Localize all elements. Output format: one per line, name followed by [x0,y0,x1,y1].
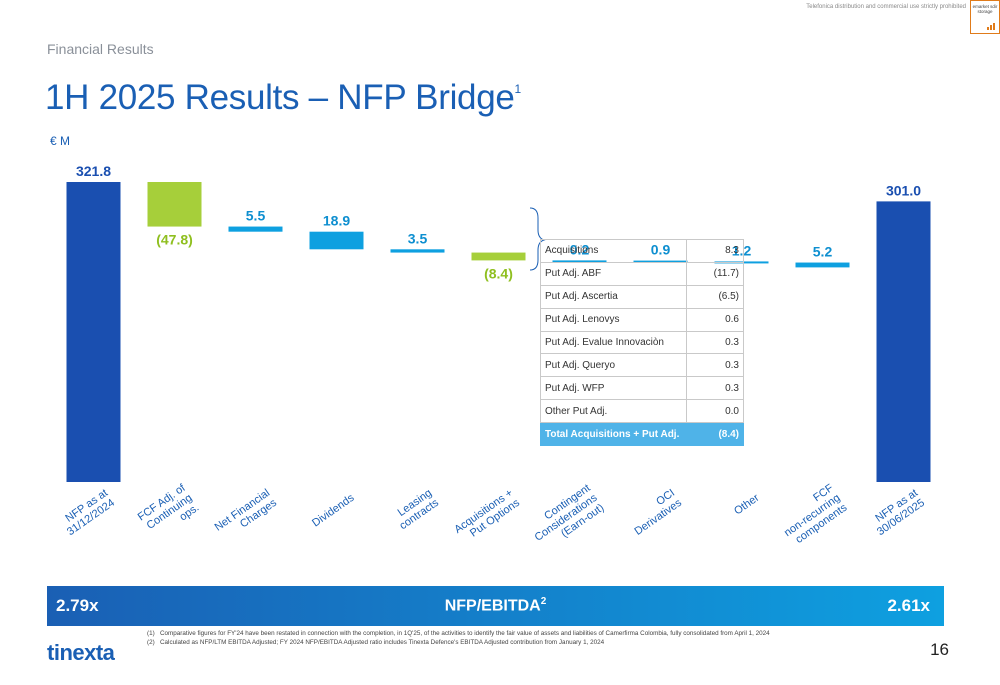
bar-5 [471,252,526,261]
data-label-1: (47.8) [156,232,193,248]
bar-0 [66,182,121,482]
footnote-text: Calculated as NFP/LTM EBITDA Adjusted; F… [160,639,605,646]
emarket-badge: emarket sdir storage [970,0,1000,34]
table-cell-label: Other Put Adj. [540,399,687,424]
table-cell-value: 0.3 [686,353,744,378]
ratio-right: 2.61x [887,596,930,615]
bar-9 [795,262,850,268]
table-cell-value: 0.6 [686,307,744,332]
bar-10 [876,201,931,482]
table-cell-value: (6.5) [686,284,744,309]
category-label-5: Acquisitions +Put Options [452,487,522,546]
ratio-center-text: NFP/EBITDA [444,597,541,615]
bar-1 [147,182,202,227]
ratio-left: 2.79x [56,596,99,615]
page-title-text: 1H 2025 Results – NFP Bridge [45,78,515,117]
ratio-footnote-ref: 2 [540,596,547,607]
footnote-number: (2) [147,639,155,646]
table-cell-label: Acquisitions [540,239,687,263]
table-row: Put Adj. Evalue Innovaciòn 0.3 [540,330,744,355]
table-cell-value: 0.3 [686,376,744,401]
data-label-2: 5.5 [246,208,266,224]
data-label-3: 18.9 [323,213,350,229]
bar-3 [309,231,364,250]
unit-label: € M [50,134,71,148]
table-cell-label: Put Adj. Queryo [540,353,687,378]
bar-2 [228,226,283,232]
nfp-ebitda-bar: 2.79x NFP/EBITDA2 2.61x [47,586,944,626]
emarket-badge-text: emarket sdir storage [972,4,998,14]
ratio-center: NFP/EBITDA2 [47,596,944,615]
footnote: (2) Calculated as NFP/LTM EBITDA Adjusted… [147,638,770,647]
footnotes: (1) Comparative figures for FY'24 have be… [147,629,770,647]
acquisitions-detail-table: Acquisitions 8.3 Put Adj. ABF (11.7) Put Adj… [540,239,744,447]
bar-4 [390,249,445,253]
table-row: Put Adj. Queryo 0.3 [540,353,744,378]
distribution-notice: Telefonica distribution and commercial u… [806,4,966,10]
table-cell-label: Total Acquisitions + Put Adj. [540,422,687,447]
data-label-10: 301.0 [886,182,921,198]
category-label-6: ContingentConsiderations(Earn-out) [526,482,607,554]
table-cell-value: (8.4) [686,422,744,447]
category-label-1: FCF Adj. ofContinuingops. [136,482,202,544]
category-label-9: FCFnon-recurringcomponents [775,482,850,549]
table-row: Put Adj. Ascertia (6.5) [540,284,744,309]
category-label-8: Other [732,492,762,518]
footnote-number: (1) [147,630,155,637]
data-label-0: 321.8 [76,163,111,179]
category-label-2: Net FinancialCharges [213,487,280,544]
table-cell-label: Put Adj. Ascertia [540,284,687,309]
table-row: Other Put Adj. 0.0 [540,399,744,424]
table-total-row: Total Acquisitions + Put Adj. (8.4) [540,422,744,447]
footnote-text: Comparative figures for FY'24 have been … [160,630,770,637]
page-number: 16 [930,640,949,659]
table-cell-label: Put Adj. ABF [540,261,687,286]
page-title: 1H 2025 Results – NFP Bridge1 [45,78,521,118]
category-label-10: NFP as at30/06/2025 [868,487,927,538]
table-cell-label: Put Adj. Evalue Innovaciòn [540,330,687,355]
category-label-3: Dividends [310,492,357,530]
table-cell-label: Put Adj. WFP [540,376,687,401]
tinexta-logo: tinexta [47,640,115,665]
table-cell-value: 0.3 [686,330,744,355]
data-label-4: 3.5 [408,230,428,246]
category-label-4: Leasingcontracts [391,487,442,533]
data-label-9: 5.2 [813,244,833,260]
bars-icon [986,23,995,30]
table-cell-value: 0.0 [686,399,744,424]
waterfall-chart: 321.8 NFP as at31/12/2024 (47.8) FCF Adj. o… [58,163,931,554]
table-row: Put Adj. WFP 0.3 [540,376,744,401]
table-cell-value: 8.3 [686,239,744,263]
category-label-0: NFP as at31/12/2024 [58,487,117,538]
section-label: Financial Results [47,41,154,57]
data-label-5: (8.4) [484,265,513,281]
title-footnote-ref: 1 [514,82,522,96]
table-row: Put Adj. ABF (11.7) [540,261,744,286]
footnote: (1) Comparative figures for FY'24 have be… [147,629,770,638]
table-row: Put Adj. Lenovys 0.6 [540,307,744,332]
table-cell-label: Put Adj. Lenovys [540,307,687,332]
table-row: Acquisitions 8.3 [540,239,744,263]
category-label-7: OCIDerivatives [626,487,685,538]
table-cell-value: (11.7) [686,261,744,286]
